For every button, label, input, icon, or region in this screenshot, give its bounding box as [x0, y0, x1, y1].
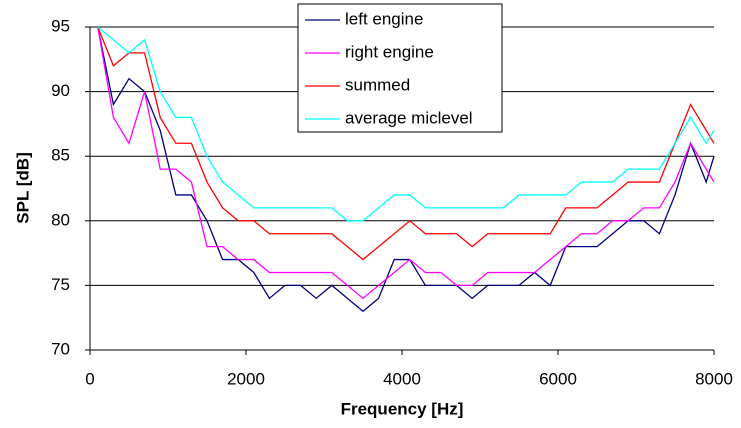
legend-label: right engine: [345, 42, 434, 61]
x-tick-label: 8000: [695, 369, 733, 388]
y-tick-label: 70: [51, 339, 70, 358]
series-line: [97, 26, 715, 300]
x-tick-label: 4000: [383, 369, 421, 388]
series-line: [97, 26, 715, 261]
legend-label: average miclevel: [345, 108, 473, 127]
y-tick-label: 95: [51, 16, 70, 35]
y-tick-label: 90: [51, 81, 70, 100]
series-line: [97, 26, 715, 222]
x-tick-label: 2000: [227, 369, 265, 388]
y-axis-label: SPL [dB]: [13, 152, 32, 223]
x-tick-label: 0: [85, 369, 94, 388]
legend-box: [297, 3, 503, 133]
y-tick-label: 75: [51, 275, 70, 294]
legend-label: left engine: [345, 9, 423, 28]
x-tick-label: 6000: [539, 369, 577, 388]
y-tick-label: 85: [51, 146, 70, 165]
y-tick-label: 80: [51, 210, 70, 229]
legend-label: summed: [345, 75, 410, 94]
x-axis-label: Frequency [Hz]: [341, 399, 464, 418]
